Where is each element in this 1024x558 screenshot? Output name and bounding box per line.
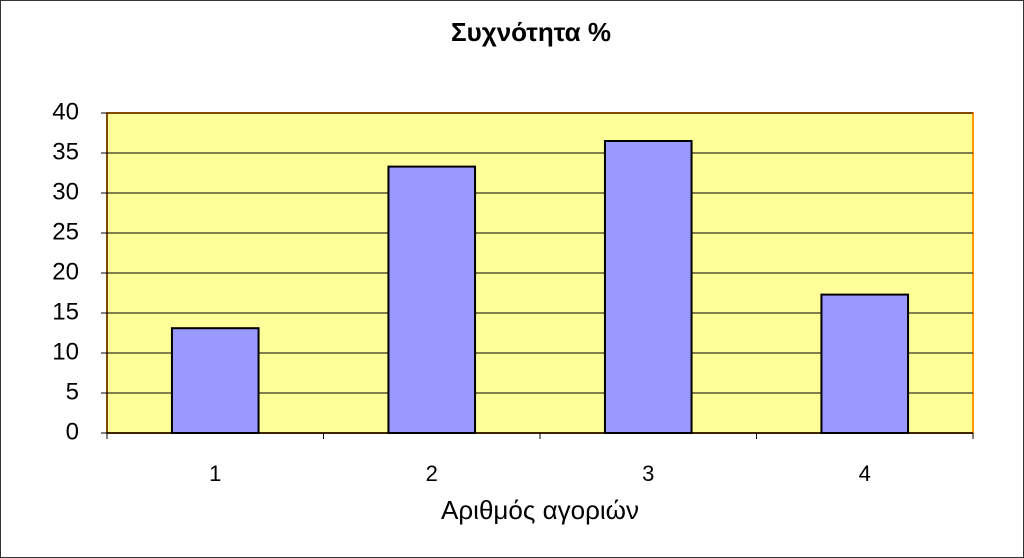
x-tick-label: 2 bbox=[426, 461, 438, 486]
plot-area: 0 5 10 15 20 25 30 35 40 1 2 3 4 bbox=[52, 98, 974, 486]
bar bbox=[820, 293, 910, 434]
x-tick-label: 1 bbox=[209, 461, 221, 486]
bar bbox=[387, 165, 477, 434]
bar bbox=[603, 140, 693, 434]
y-tick-label: 20 bbox=[52, 258, 79, 285]
y-tick-label: 40 bbox=[52, 98, 79, 125]
y-tick-label: 5 bbox=[66, 378, 79, 405]
bar bbox=[170, 327, 260, 435]
y-tick-label: 30 bbox=[52, 178, 79, 205]
y-tick-label: 10 bbox=[52, 338, 79, 365]
x-tick-label: 4 bbox=[859, 461, 871, 486]
x-axis-label: Αριθμός αγοριών bbox=[441, 495, 639, 525]
chart-title: Συχνότητα % bbox=[451, 17, 611, 47]
y-tick-label: 35 bbox=[52, 138, 79, 165]
x-tick-label: 3 bbox=[642, 461, 654, 486]
y-tick-label: 25 bbox=[52, 218, 79, 245]
y-tick-label: 15 bbox=[52, 298, 79, 325]
y-tick-label: 0 bbox=[66, 418, 79, 445]
